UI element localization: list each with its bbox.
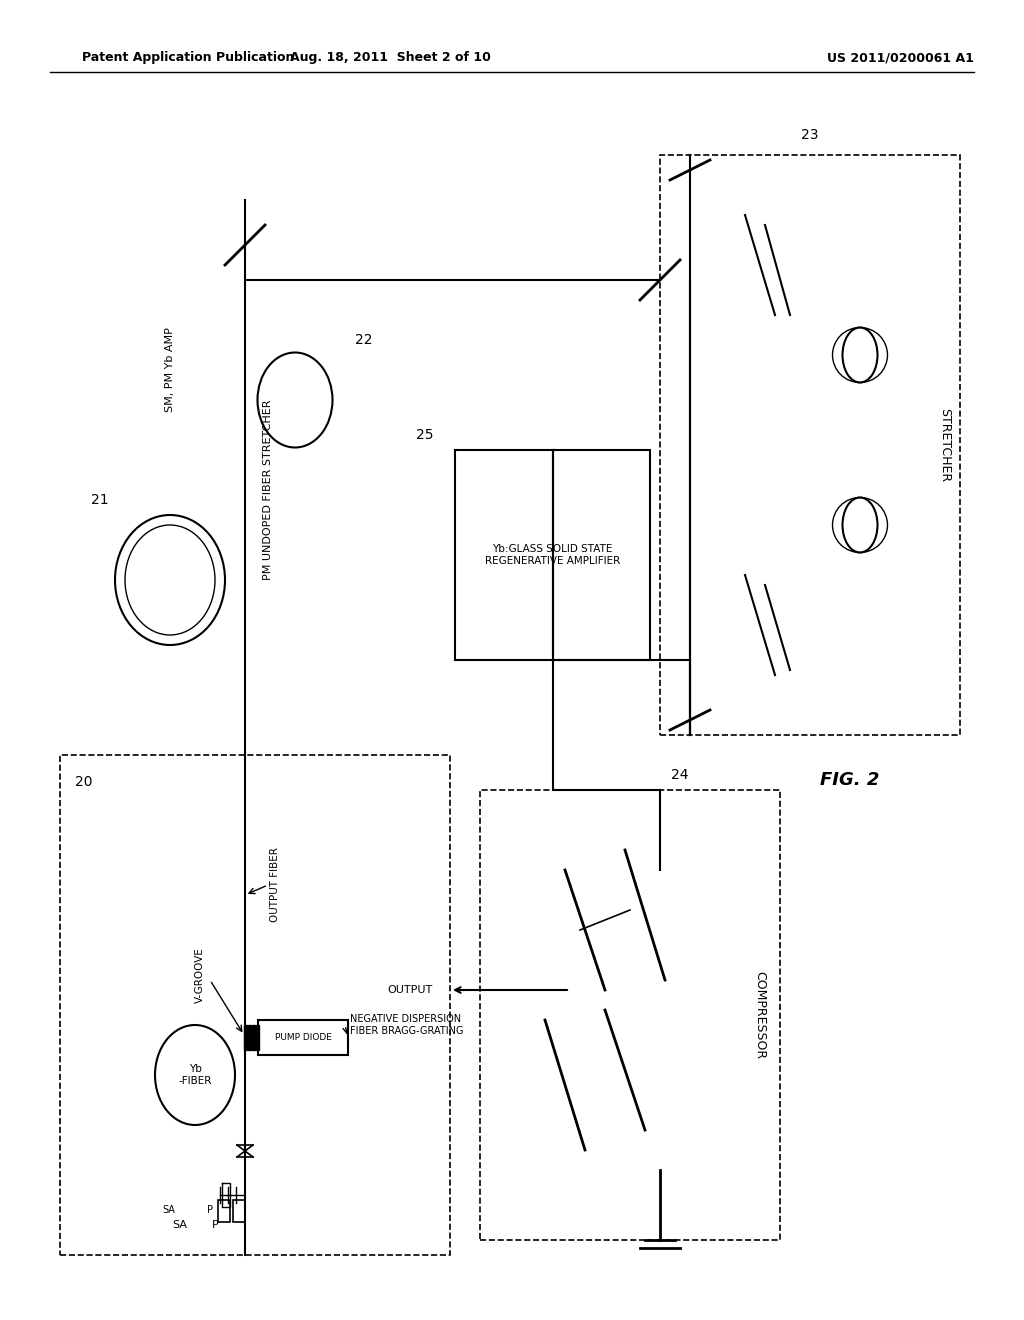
Text: PUMP DIODE: PUMP DIODE (274, 1034, 332, 1041)
Bar (60, 755, 450, 1255)
Text: SA: SA (172, 1220, 187, 1230)
Text: Patent Application Publication: Patent Application Publication (82, 51, 294, 65)
Text: NEGATIVE DISPERSION
FIBER BRAGG-GRATING: NEGATIVE DISPERSION FIBER BRAGG-GRATING (350, 1014, 464, 1036)
Bar (252, 1026, 255, 1049)
Text: SM, PM Yb AMP: SM, PM Yb AMP (165, 327, 175, 412)
Bar (455, 450, 650, 660)
Text: COMPRESSOR: COMPRESSOR (754, 972, 767, 1059)
Text: SA: SA (162, 1205, 175, 1214)
Text: OUTPUT: OUTPUT (387, 985, 432, 995)
Text: 23: 23 (801, 128, 819, 143)
Bar (258, 1020, 348, 1055)
Bar (660, 154, 961, 735)
Bar (480, 789, 780, 1239)
Text: STRETCHER: STRETCHER (939, 408, 951, 482)
Text: V-GROOVE: V-GROOVE (195, 946, 205, 1003)
Text: 22: 22 (355, 333, 373, 347)
Text: 21: 21 (91, 492, 109, 507)
Text: Aug. 18, 2011  Sheet 2 of 10: Aug. 18, 2011 Sheet 2 of 10 (290, 51, 490, 65)
Text: Yb:GLASS SOLID STATE
REGENERATIVE AMPLIFIER: Yb:GLASS SOLID STATE REGENERATIVE AMPLIF… (485, 544, 621, 566)
Text: P: P (207, 1205, 213, 1214)
Bar (233, 1200, 245, 1222)
Text: FIG. 2: FIG. 2 (820, 771, 880, 789)
Text: PM UNDOPED FIBER STRETCHER: PM UNDOPED FIBER STRETCHER (263, 400, 273, 581)
Bar (248, 1026, 251, 1049)
Bar (244, 1026, 247, 1049)
Text: OUTPUT FIBER: OUTPUT FIBER (270, 847, 280, 923)
Text: 24: 24 (672, 768, 689, 781)
Text: 25: 25 (416, 428, 434, 442)
Bar (256, 1026, 259, 1049)
Bar (218, 1200, 230, 1222)
Text: Yb
-FIBER: Yb -FIBER (178, 1064, 212, 1086)
Text: US 2011/0200061 A1: US 2011/0200061 A1 (826, 51, 974, 65)
Ellipse shape (155, 1026, 234, 1125)
Text: 20: 20 (75, 775, 92, 789)
Text: P: P (212, 1220, 218, 1230)
